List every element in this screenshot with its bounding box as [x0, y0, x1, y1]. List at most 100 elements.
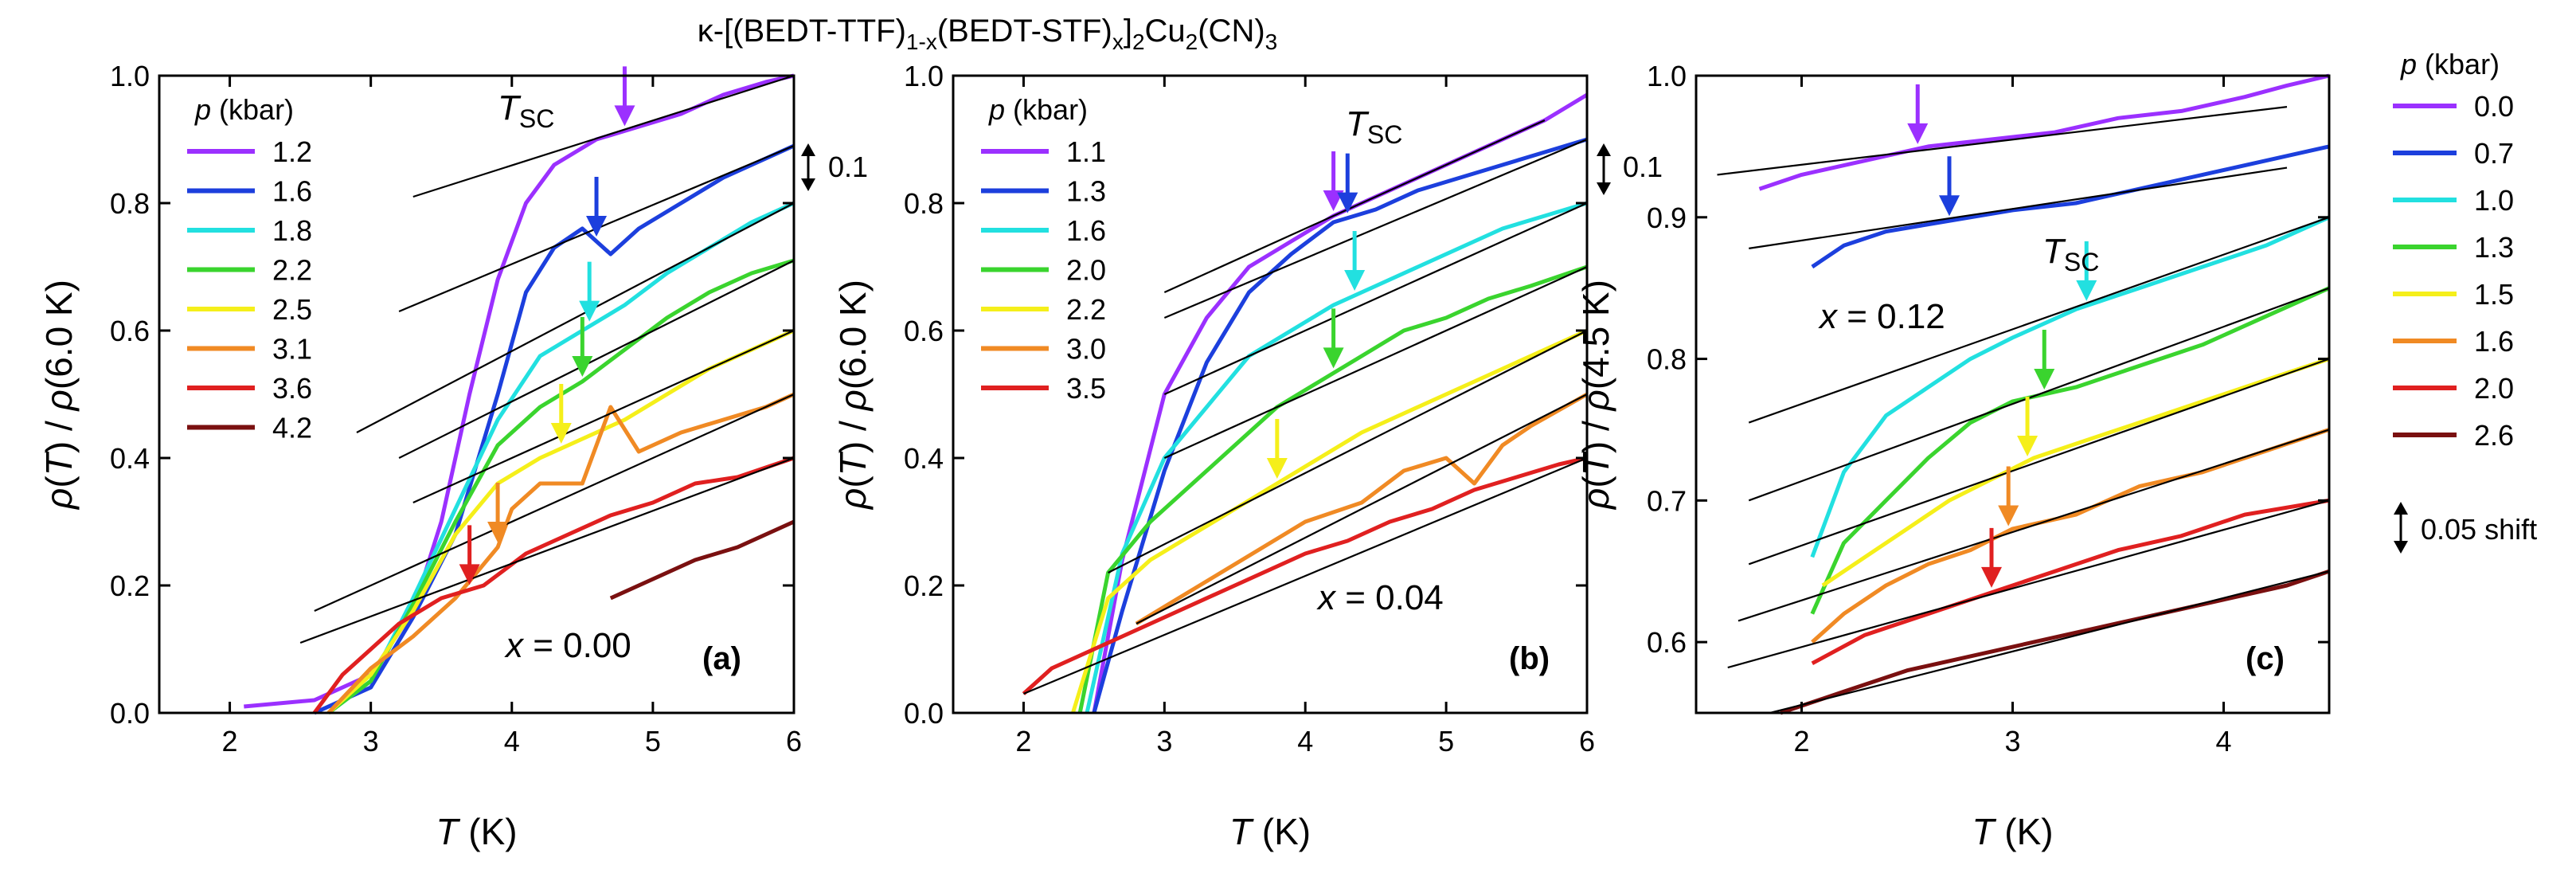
panel-b-y-tick-label-2: 0.4: [904, 442, 944, 475]
panel-c-series-3: [1810, 286, 2331, 615]
panel-b-tsc-arrow-1: [1337, 153, 1358, 213]
panel-b-legend-label-1: 1.3: [1066, 175, 1106, 208]
panel-c-legend-label-7: 2.6: [2474, 419, 2514, 452]
panel-c-x-tick-label-0: 2: [1793, 725, 1809, 758]
panel-b-series-2: [1085, 201, 1588, 714]
panel-b-series-1: [1092, 137, 1588, 714]
panel-a-fit-line-3: [398, 260, 795, 459]
panel-c-fit-line-6: [1727, 499, 2330, 669]
panel-a-tsc-arrow-4: [550, 384, 572, 444]
panel-c-tsc-arrow-3: [2034, 330, 2055, 390]
panel-b-legend-title: p (kbar): [988, 93, 1088, 126]
arrow-head: [1939, 195, 1960, 217]
panel-a-scale-bar: [801, 143, 815, 191]
scale-bar-head-top: [1597, 143, 1611, 156]
panel-b-series-0: [1092, 92, 1589, 714]
panel-c-tsc-arrow-0: [1907, 84, 1929, 144]
panel-b-fit-line-4: [1108, 330, 1588, 574]
arrow-head: [550, 423, 572, 444]
arrow-head: [487, 522, 509, 542]
panel-c-y-tick-label-1: 0.7: [1647, 484, 1687, 517]
panel-c-tsc-arrow-2: [2076, 241, 2097, 301]
arrow-head: [579, 300, 600, 322]
panel-c-tsc-arrow-5: [1998, 466, 2019, 527]
panel-a-legend-label-3: 2.2: [272, 254, 312, 287]
panel-b-y-tick-label-0: 0.0: [904, 697, 944, 730]
panel-c-legend-label-6: 2.0: [2474, 372, 2514, 405]
panel-c-tsc-label: TSC: [2042, 232, 2099, 276]
panel-c-y-axis-label: ρ(T) / ρ(4.5 K): [1575, 280, 1616, 511]
panel-a-fit-line-5: [314, 393, 795, 613]
panel-a-fit-line-4: [412, 329, 795, 504]
panel-a-legend-label-4: 2.5: [272, 293, 312, 326]
panel-b-legend-label-6: 3.5: [1066, 372, 1106, 405]
panel-a-tsc-arrow-0: [614, 66, 635, 127]
panel-c-panel-label: (c): [2246, 641, 2285, 676]
arrow-head: [2076, 280, 2097, 301]
panel-c-x-axis-label: T (K): [1972, 811, 2053, 852]
panel-a-x-tick-label-2: 4: [504, 725, 520, 758]
panel-b-scale-bar-label: 0.1: [1623, 151, 1663, 183]
panel-c-y-tick-label-3: 0.9: [1647, 202, 1687, 234]
scale-bar-head-bottom: [801, 178, 815, 191]
panel-a-x-tick-label-1: 3: [363, 725, 379, 758]
panel-a: 2 3 4 5 6 0.0 0.2 0.4 0.6 0.8 1.0 T (K) ρ(T) / ρ(6.0…: [38, 60, 868, 852]
arrow-head: [586, 216, 608, 237]
panel-a-plot-frame: [158, 74, 795, 714]
panel-a-tsc-arrow-6: [459, 525, 480, 585]
panel-a-panel-label: (a): [702, 641, 741, 676]
panel-b-y-tick-label-1: 0.2: [904, 570, 944, 602]
panel-b-plot-frame: [952, 74, 1589, 714]
panel-b-x-tick-label-4: 6: [1579, 725, 1595, 758]
panel-a-tsc-label: TSC: [498, 88, 554, 133]
panel-a-x-tick-label-0: 2: [222, 725, 238, 758]
panel-c-legend-label-3: 1.3: [2474, 231, 2514, 264]
panel-a-composition-label: x = 0.00: [504, 626, 631, 665]
panel-c-legend-label-2: 1.0: [2474, 184, 2514, 217]
panel-c-legend-label-4: 1.5: [2474, 278, 2514, 311]
panel-a-y-axis-label: ρ(T) / ρ(6.0 K): [38, 280, 80, 511]
panel-c-series-1: [1811, 144, 2330, 269]
figure-title: κ-[(BEDT-TTF)1-x(BEDT-STF)x]2Cu2(CN)3: [698, 14, 1277, 54]
panel-b-x-tick-label-2: 4: [1297, 725, 1313, 758]
panel-c-tsc-arrow-6: [1981, 527, 2002, 588]
panel-b-y-tick-label-5: 1.0: [904, 60, 944, 92]
panel-a-legend-label-2: 1.8: [272, 214, 312, 247]
panel-b-fit-line-6: [1023, 456, 1588, 695]
panel-a-legend-label-6: 3.6: [272, 372, 312, 405]
panel-a-x-tick-label-3: 5: [645, 725, 661, 758]
panel-b-tsc-label: TSC: [1346, 104, 1402, 149]
panel-a-y-tick-label-4: 0.8: [110, 187, 150, 220]
panel-b-tsc-arrow-3: [1323, 308, 1344, 369]
panel-a-tsc-arrow-5: [487, 483, 509, 542]
panel-b-legend-label-3: 2.0: [1066, 254, 1106, 287]
panel-c-legend-label-1: 0.7: [2474, 137, 2514, 170]
panel-c-tsc-arrow-1: [1939, 156, 1960, 217]
panel-c: 2 3 4 0.6 0.7 0.8 0.9 1.0 T (K) ρ(T) / ρ(4.5 K) p …: [1575, 48, 2537, 852]
panel-c-series-4: [1821, 357, 2330, 588]
panel-b-fit-line-2: [1163, 202, 1588, 396]
panel-a-y-tick-label-3: 0.6: [110, 315, 150, 347]
panel-b-x-tick-label-0: 2: [1015, 725, 1031, 758]
panel-c-plot-frame: [1695, 74, 2331, 714]
panel-b-tsc-arrow-2: [1344, 231, 1366, 291]
arrow-head: [572, 356, 593, 377]
panel-a-fit-line-0: [412, 74, 795, 198]
panel-b-legend-label-2: 1.6: [1066, 214, 1106, 247]
panel-c-series-6: [1811, 498, 2330, 666]
arrow-head: [1323, 190, 1344, 211]
arrow-head: [1266, 458, 1288, 479]
panel-b-y-tick-label-4: 0.8: [904, 187, 944, 220]
panel-a-series-6: [312, 456, 795, 714]
panel-a-fit-line-6: [299, 456, 795, 644]
panel-b-x-tick-label-3: 5: [1438, 725, 1454, 758]
panel-c-scale-bar: [2394, 502, 2408, 554]
panel-c-x-tick-label-1: 3: [2004, 725, 2020, 758]
panel-b: 2 3 4 5 6 0.0 0.2 0.4 0.6 0.8 1.0 T (K) ρ(T) / ρ(6.0…: [832, 60, 1663, 852]
panel-c-series-2: [1810, 215, 2331, 558]
panel-a-legend-label-5: 3.1: [272, 333, 312, 366]
panel-c-legend-label-5: 1.6: [2474, 325, 2514, 358]
panel-b-series-4: [1071, 328, 1589, 714]
scale-bar-head-bottom: [1597, 182, 1611, 195]
